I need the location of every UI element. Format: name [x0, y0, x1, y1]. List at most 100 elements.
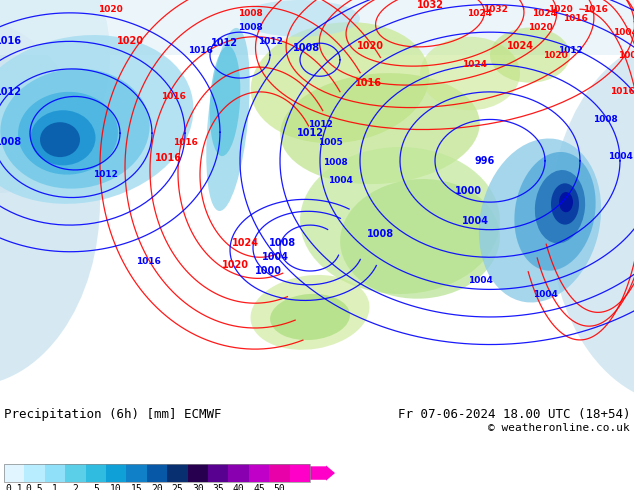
- Text: 1008: 1008: [268, 239, 295, 248]
- Text: 30: 30: [192, 484, 204, 490]
- Bar: [45, 464, 65, 482]
- Text: 1012: 1012: [93, 170, 117, 179]
- Bar: [208, 464, 228, 482]
- Text: 1016: 1016: [136, 257, 160, 267]
- Text: 0.1: 0.1: [5, 484, 23, 490]
- Text: 1020: 1020: [98, 5, 122, 14]
- Text: 1020: 1020: [221, 260, 249, 270]
- Ellipse shape: [0, 69, 150, 189]
- Text: 1004: 1004: [328, 176, 353, 186]
- Ellipse shape: [535, 170, 585, 244]
- Text: 1016: 1016: [172, 138, 197, 147]
- Text: 1012: 1012: [210, 38, 238, 48]
- Ellipse shape: [490, 27, 570, 83]
- Ellipse shape: [30, 110, 96, 166]
- Bar: [86, 464, 106, 482]
- Text: 1000: 1000: [254, 266, 281, 276]
- Text: 1008: 1008: [0, 137, 22, 147]
- Text: 1004: 1004: [467, 276, 493, 285]
- Text: 1016: 1016: [583, 5, 607, 14]
- Text: 15: 15: [131, 484, 143, 490]
- Text: 1024: 1024: [231, 239, 259, 248]
- Ellipse shape: [559, 192, 573, 212]
- Text: 0.5: 0.5: [26, 484, 43, 490]
- Text: 1000: 1000: [455, 186, 481, 196]
- Ellipse shape: [210, 46, 240, 156]
- Text: 1012: 1012: [307, 120, 332, 128]
- Text: 1016: 1016: [354, 78, 382, 88]
- Text: 1004: 1004: [261, 252, 288, 262]
- Text: 1020: 1020: [527, 23, 552, 32]
- Ellipse shape: [280, 73, 480, 184]
- Bar: [147, 464, 167, 482]
- Ellipse shape: [240, 0, 360, 37]
- Ellipse shape: [479, 139, 601, 302]
- Bar: [106, 464, 126, 482]
- Text: 1012: 1012: [257, 37, 282, 46]
- Bar: [4, 464, 24, 482]
- Text: 1016: 1016: [0, 36, 22, 47]
- Text: 1032: 1032: [417, 0, 444, 10]
- Text: 1012: 1012: [297, 128, 323, 138]
- Text: 1005: 1005: [318, 138, 342, 147]
- Text: 1016: 1016: [188, 46, 212, 55]
- Ellipse shape: [270, 294, 350, 340]
- Text: 1: 1: [52, 484, 58, 490]
- Text: 1008: 1008: [238, 9, 262, 18]
- Bar: [228, 464, 249, 482]
- Ellipse shape: [420, 37, 520, 110]
- Text: 25: 25: [172, 484, 183, 490]
- Text: 1008: 1008: [238, 23, 262, 32]
- Text: 1008: 1008: [292, 43, 320, 53]
- Ellipse shape: [0, 0, 110, 193]
- Text: © weatheronline.co.uk: © weatheronline.co.uk: [488, 423, 630, 433]
- Text: 1012: 1012: [0, 87, 22, 97]
- Bar: [4, 464, 310, 482]
- Text: 35: 35: [212, 484, 224, 490]
- Text: 1016: 1016: [609, 87, 634, 97]
- Bar: [126, 464, 147, 482]
- FancyArrow shape: [310, 466, 335, 481]
- Ellipse shape: [551, 183, 579, 224]
- Ellipse shape: [206, 28, 250, 211]
- Ellipse shape: [40, 122, 80, 157]
- Text: 45: 45: [253, 484, 265, 490]
- Text: 1020: 1020: [117, 36, 143, 47]
- Text: 1020: 1020: [548, 5, 573, 14]
- Bar: [24, 464, 45, 482]
- Text: 1032: 1032: [482, 5, 507, 14]
- Ellipse shape: [514, 152, 595, 270]
- Text: 1008: 1008: [323, 158, 347, 167]
- Text: 1004: 1004: [612, 27, 634, 37]
- Ellipse shape: [550, 37, 634, 404]
- Bar: [167, 464, 188, 482]
- Text: 1020: 1020: [543, 50, 567, 60]
- Text: 996: 996: [475, 156, 495, 166]
- Bar: [290, 464, 310, 482]
- Text: 1012: 1012: [557, 46, 583, 55]
- Text: 10: 10: [110, 484, 122, 490]
- Text: 1016: 1016: [155, 153, 181, 163]
- Text: 1016: 1016: [160, 92, 185, 101]
- Ellipse shape: [18, 92, 118, 174]
- Text: 1024: 1024: [507, 41, 533, 51]
- Bar: [0, 0, 634, 55]
- Bar: [65, 464, 86, 482]
- Text: 1008: 1008: [366, 229, 394, 239]
- Text: 1024: 1024: [533, 9, 557, 18]
- Bar: [188, 464, 208, 482]
- Text: 1016: 1016: [562, 14, 588, 23]
- Text: 50: 50: [273, 484, 285, 490]
- Text: 1004: 1004: [462, 216, 489, 225]
- Text: 40: 40: [233, 484, 245, 490]
- Ellipse shape: [250, 275, 370, 350]
- Text: 2: 2: [72, 484, 79, 490]
- Ellipse shape: [250, 22, 429, 143]
- Text: 1004: 1004: [607, 152, 633, 161]
- Text: 1004: 1004: [533, 290, 557, 298]
- Text: 20: 20: [151, 484, 163, 490]
- Ellipse shape: [340, 179, 500, 299]
- Text: 1008: 1008: [618, 50, 634, 60]
- Text: Precipitation (6h) [mm] ECMWF: Precipitation (6h) [mm] ECMWF: [4, 408, 221, 421]
- Text: 5: 5: [93, 484, 99, 490]
